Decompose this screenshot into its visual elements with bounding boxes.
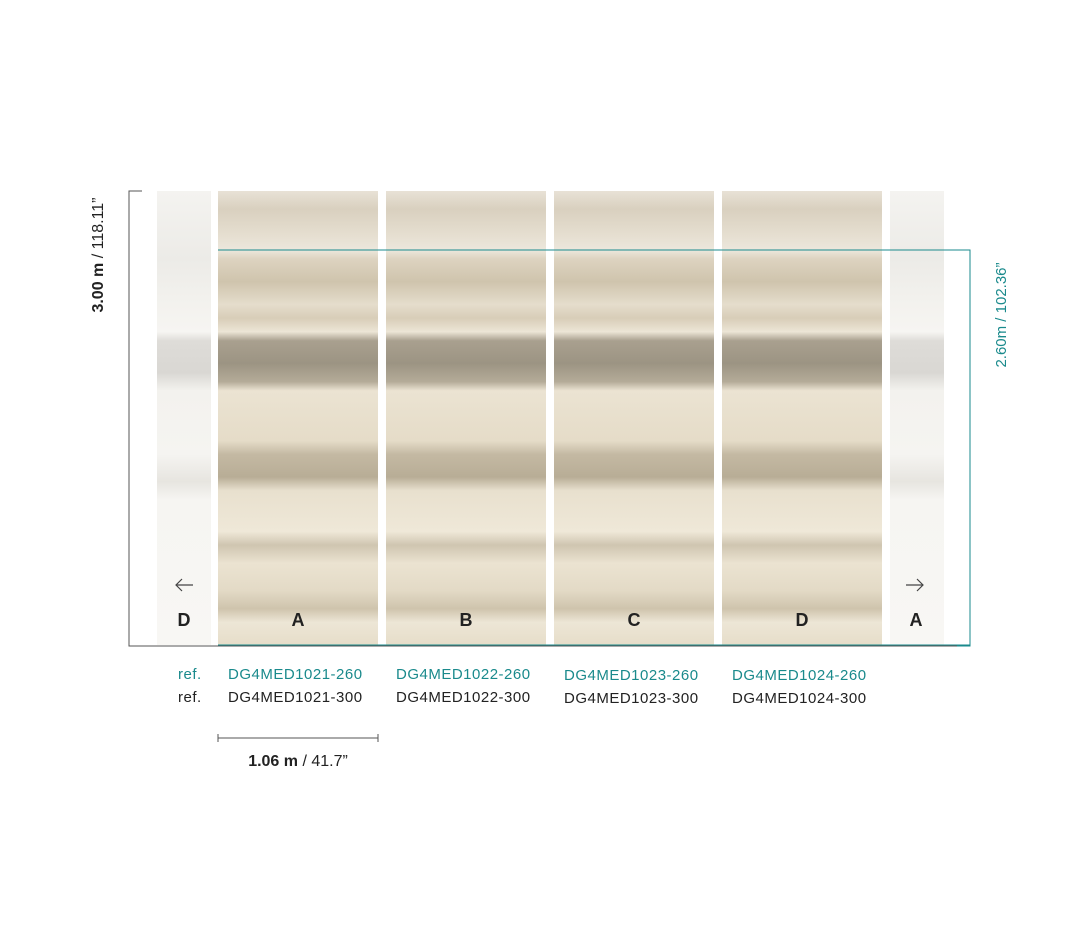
height-imperial: / 118.11” <box>90 197 107 259</box>
ref-260: DG4MED1021-260 <box>228 666 363 683</box>
ref-300: DG4MED1021-300 <box>228 689 363 706</box>
ref-260: DG4MED1023-260 <box>564 667 699 684</box>
ref-300: DG4MED1023-300 <box>564 690 699 707</box>
ref-260: DG4MED1022-260 <box>396 666 531 683</box>
panel-letter: A <box>291 610 305 630</box>
edge-letter: D <box>177 610 191 630</box>
panel <box>386 191 546 645</box>
ref-label: ref. <box>178 666 202 683</box>
width-imperial: / 41.7” <box>302 753 348 770</box>
ref-300: DG4MED1022-300 <box>396 689 531 706</box>
edge-panel <box>890 191 944 645</box>
height-total: 3.00 m / 118.11” <box>90 135 110 375</box>
ref-label: ref. <box>178 689 202 706</box>
ref-300: DG4MED1024-300 <box>732 690 867 707</box>
edge-letter: A <box>909 610 923 630</box>
panel <box>218 191 378 645</box>
panel-letter: B <box>459 610 473 630</box>
edge-panel <box>157 191 211 645</box>
ref-260: DG4MED1024-260 <box>732 667 867 684</box>
panel <box>554 191 714 645</box>
width-metric: 1.06 m <box>248 753 298 770</box>
panel-letter: D <box>795 610 809 630</box>
height-metric: 3.00 m <box>90 262 107 313</box>
height-visible: 2.60m / 102.36” <box>993 262 1010 368</box>
panel-width: 1.06 m / 41.7” <box>218 753 378 771</box>
panel <box>722 191 882 645</box>
panel-letter: C <box>627 610 641 630</box>
